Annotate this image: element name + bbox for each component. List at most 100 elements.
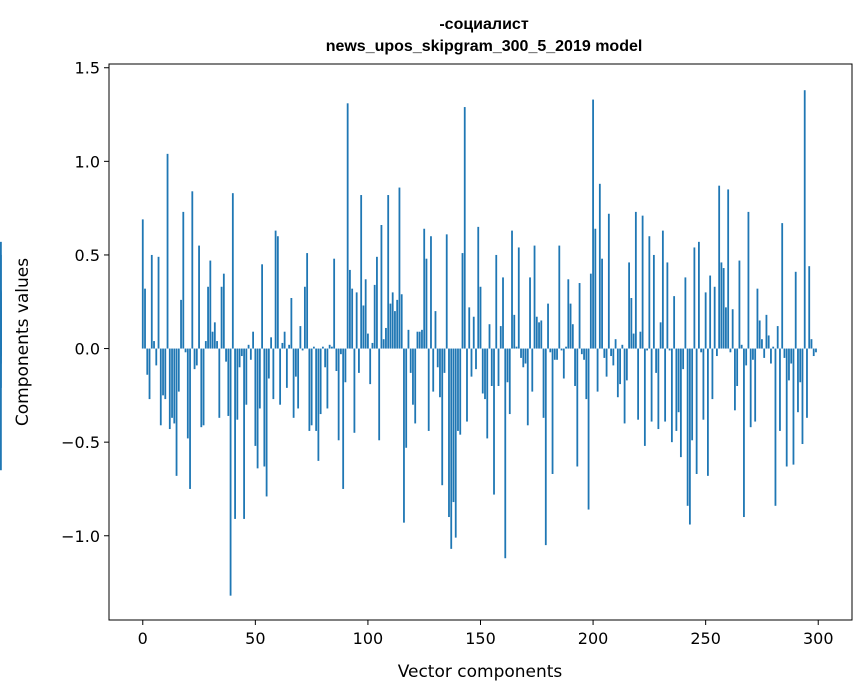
bar bbox=[290, 298, 293, 349]
bar bbox=[450, 348, 453, 549]
bar bbox=[517, 247, 520, 349]
bar bbox=[758, 320, 761, 349]
y-tick-label: 0.5 bbox=[75, 246, 100, 265]
bar bbox=[346, 103, 349, 349]
bar bbox=[556, 348, 558, 360]
bar bbox=[326, 348, 329, 409]
bar bbox=[303, 286, 306, 349]
bar bbox=[409, 348, 412, 373]
bar bbox=[688, 348, 691, 525]
bar bbox=[515, 346, 518, 349]
bar bbox=[632, 333, 635, 349]
bar bbox=[414, 348, 417, 424]
bar bbox=[639, 331, 642, 349]
bar bbox=[204, 341, 207, 349]
bar bbox=[432, 348, 435, 392]
bar bbox=[529, 277, 531, 349]
bar bbox=[493, 348, 495, 495]
bar bbox=[144, 288, 146, 349]
bar bbox=[441, 348, 444, 486]
bar bbox=[283, 331, 286, 349]
bar bbox=[310, 348, 313, 426]
x-tick-label: 50 bbox=[245, 629, 265, 648]
plot-frame bbox=[108, 63, 853, 621]
bar bbox=[497, 348, 500, 386]
bar bbox=[664, 348, 667, 422]
bar bbox=[745, 348, 748, 366]
bar bbox=[657, 348, 660, 430]
bar bbox=[218, 348, 221, 418]
bar bbox=[175, 348, 178, 476]
bar bbox=[605, 348, 608, 377]
bar bbox=[227, 348, 230, 416]
bar bbox=[511, 230, 513, 349]
bar bbox=[794, 271, 797, 349]
bar bbox=[182, 211, 185, 349]
bar bbox=[542, 348, 545, 418]
bar bbox=[533, 245, 536, 349]
bar bbox=[355, 292, 358, 349]
y-axis-label: Components values bbox=[13, 258, 33, 426]
bar bbox=[285, 348, 288, 388]
bar bbox=[722, 268, 725, 349]
bar bbox=[783, 348, 786, 358]
bar bbox=[486, 348, 489, 439]
bar bbox=[578, 283, 581, 349]
bar bbox=[342, 348, 345, 489]
x-axis-label: Vector components bbox=[398, 662, 563, 682]
bar bbox=[373, 284, 376, 349]
bar bbox=[790, 348, 793, 364]
bar bbox=[547, 303, 549, 349]
bar bbox=[803, 90, 806, 349]
bar bbox=[596, 348, 599, 392]
bar bbox=[499, 326, 502, 349]
bar bbox=[195, 348, 198, 366]
bar bbox=[668, 348, 671, 351]
bar bbox=[405, 348, 408, 448]
bar bbox=[695, 348, 698, 474]
bar bbox=[389, 303, 392, 349]
bar bbox=[258, 348, 261, 409]
bar bbox=[186, 348, 189, 439]
bar bbox=[263, 348, 266, 467]
bar bbox=[448, 348, 450, 518]
bar bbox=[661, 230, 664, 349]
bar bbox=[234, 348, 236, 519]
bar bbox=[761, 339, 763, 349]
bar bbox=[159, 348, 162, 426]
bar bbox=[439, 348, 441, 398]
bar bbox=[220, 286, 223, 349]
bar bbox=[716, 348, 718, 357]
bar bbox=[434, 311, 437, 349]
bar bbox=[535, 316, 538, 349]
bar bbox=[538, 322, 540, 349]
bar bbox=[740, 344, 743, 349]
bar bbox=[202, 348, 205, 426]
bar bbox=[412, 348, 414, 405]
bar bbox=[166, 153, 169, 349]
bar bbox=[382, 339, 385, 349]
bar bbox=[360, 195, 363, 349]
bar bbox=[312, 346, 315, 349]
bar bbox=[747, 211, 750, 349]
bar bbox=[718, 185, 721, 349]
bar bbox=[700, 348, 703, 353]
bar bbox=[425, 258, 428, 349]
bar bbox=[693, 247, 696, 349]
x-axis-ticks: 0 50 100 150 200 250 300 bbox=[138, 620, 834, 648]
bar bbox=[630, 298, 633, 349]
bar bbox=[479, 286, 482, 349]
bar bbox=[641, 215, 644, 349]
bar bbox=[407, 329, 410, 349]
bar bbox=[619, 348, 621, 385]
bar bbox=[146, 348, 149, 375]
bar bbox=[0, 348, 2, 388]
bar bbox=[571, 324, 574, 349]
bar bbox=[270, 337, 273, 349]
y-axis-ticks: −1.0 −0.5 0.0 0.5 1.0 1.5 bbox=[61, 59, 109, 546]
bar bbox=[580, 348, 583, 355]
bar bbox=[502, 277, 504, 349]
bar bbox=[0, 307, 2, 349]
bar bbox=[380, 225, 383, 349]
bar bbox=[274, 230, 277, 349]
